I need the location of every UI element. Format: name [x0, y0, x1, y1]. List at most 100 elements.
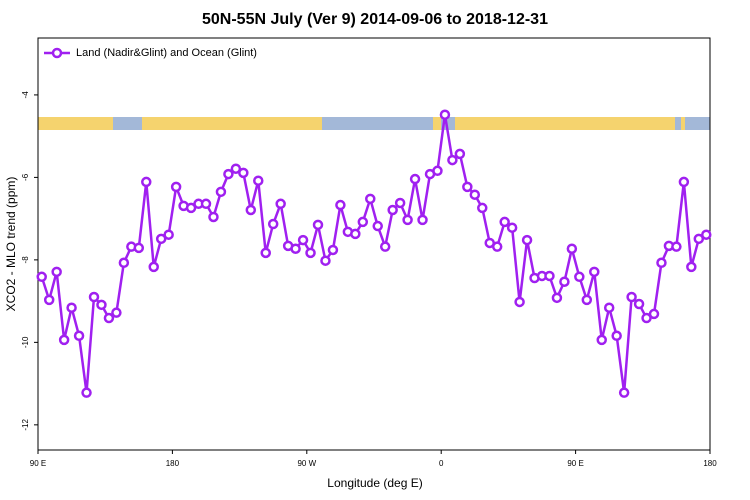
- data-point: [51, 266, 62, 278]
- x-tick-label: 90 E: [567, 459, 583, 468]
- data-line: [40, 114, 707, 393]
- land-strip: [38, 117, 113, 130]
- data-point: [230, 163, 242, 174]
- data-point: [118, 257, 130, 269]
- data-point: [678, 176, 690, 188]
- data-point: [163, 229, 174, 240]
- data-point: [559, 276, 570, 287]
- data-point: [417, 214, 428, 226]
- data-point: [574, 271, 585, 283]
- x-tick-label: 180: [703, 459, 717, 468]
- data-point: [671, 241, 682, 252]
- data-point: [275, 198, 286, 210]
- data-point: [506, 222, 518, 233]
- data-point: [103, 312, 115, 324]
- y-tick-label: -10: [21, 336, 30, 348]
- y-axis-label: XCO2 - MLO trend (ppm): [4, 177, 18, 312]
- data-point: [626, 291, 637, 303]
- data-point: [618, 387, 630, 398]
- data-point: [88, 291, 100, 303]
- x-tick-label: 0: [439, 459, 444, 468]
- data-point: [693, 233, 705, 245]
- data-point: [603, 302, 615, 313]
- data-point: [350, 228, 361, 240]
- data-point: [335, 199, 346, 211]
- data-point: [327, 244, 339, 256]
- land-strip: [455, 117, 675, 130]
- data-point: [477, 202, 488, 214]
- data-point: [155, 233, 167, 245]
- data-point: [111, 307, 122, 318]
- data-point: [402, 214, 413, 226]
- x-tick-label: 90 W: [297, 459, 316, 468]
- x-tick-label: 90 E: [30, 459, 46, 468]
- data-point: [611, 330, 622, 342]
- y-tick-label: -4: [21, 91, 30, 99]
- data-point: [394, 197, 406, 209]
- data-point: [686, 261, 697, 273]
- data-point: [81, 387, 92, 398]
- data-point: [66, 302, 77, 313]
- data-point: [521, 234, 533, 246]
- data-point: [409, 173, 421, 185]
- data-point: [290, 243, 301, 254]
- data-point: [170, 181, 182, 193]
- data-point: [185, 202, 197, 214]
- data-point: [260, 247, 271, 259]
- data-point: [305, 247, 316, 259]
- data-point: [238, 167, 249, 179]
- data-point: [365, 193, 376, 205]
- data-point: [73, 330, 85, 342]
- data-point: [447, 154, 458, 166]
- x-axis-label: Longitude (deg E): [327, 476, 422, 490]
- data-point: [43, 294, 55, 306]
- data-point: [372, 220, 383, 232]
- data-point: [514, 296, 525, 308]
- x-tick-label: 180: [166, 459, 180, 468]
- data-point: [312, 219, 324, 231]
- data-point: [215, 186, 227, 198]
- land-strip: [433, 117, 441, 130]
- data-point: [141, 176, 152, 188]
- chart-title: 50N-55N July (Ver 9) 2014-09-06 to 2018-…: [202, 11, 548, 28]
- data-point: [462, 181, 473, 193]
- data-point: [469, 189, 481, 200]
- data-point: [253, 175, 264, 186]
- data-point: [320, 255, 331, 266]
- data-point: [267, 218, 279, 230]
- data-point: [387, 204, 398, 216]
- y-tick-label: -6: [21, 173, 30, 181]
- legend-label: Land (Nadir&Glint) and Ocean (Glint): [76, 47, 257, 59]
- data-point: [648, 308, 660, 320]
- data-point: [491, 241, 503, 252]
- data-point: [633, 298, 645, 310]
- land-ocean-band: [38, 117, 710, 130]
- y-tick-label: -12: [21, 419, 30, 431]
- data-point: [223, 168, 234, 180]
- data-point: [641, 312, 652, 324]
- plot-frame: [37, 37, 711, 451]
- data-point: [439, 109, 451, 120]
- data-point: [566, 243, 578, 254]
- data-point: [96, 299, 107, 311]
- data-point: [656, 257, 667, 269]
- data-point: [297, 234, 309, 246]
- legend: Land (Nadir&Glint) and Ocean (Glint): [44, 47, 257, 59]
- data-point: [499, 216, 510, 228]
- data-point: [432, 165, 443, 177]
- data-point: [551, 292, 563, 304]
- land-strip: [681, 117, 685, 130]
- data-point: [357, 216, 369, 228]
- data-point: [200, 198, 212, 210]
- data-point: [208, 211, 219, 223]
- land-strip: [142, 117, 322, 130]
- data-point: [544, 270, 555, 282]
- data-point: [133, 242, 145, 254]
- data-point: [701, 229, 712, 240]
- data-point: [596, 334, 607, 346]
- y-tick-label: -8: [21, 256, 30, 264]
- data-point: [36, 271, 47, 283]
- data-point: [581, 294, 593, 306]
